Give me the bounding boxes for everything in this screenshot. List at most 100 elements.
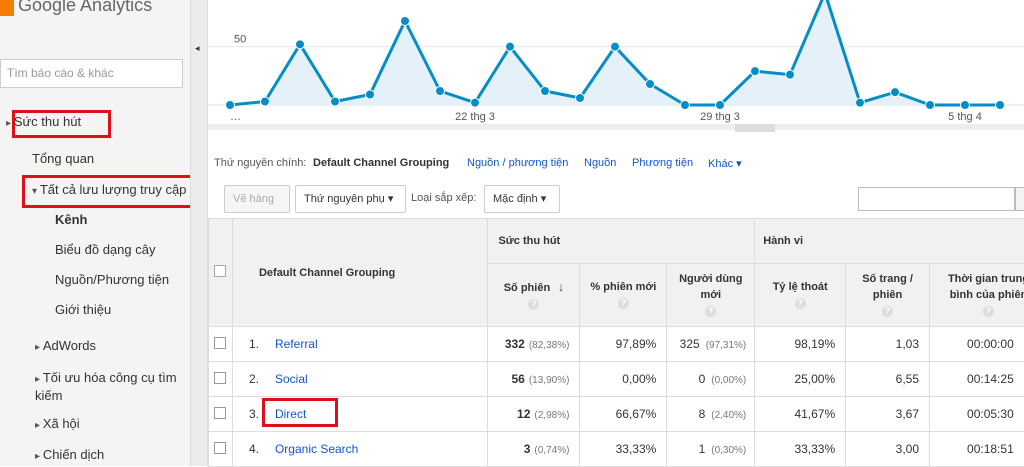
new-users-share: (2,40%) bbox=[711, 410, 746, 421]
data-table: Default Channel Grouping Sức thu hút Hàn… bbox=[208, 218, 1024, 467]
menu-item[interactable]: Giới thiệu bbox=[55, 302, 111, 317]
menu-item[interactable]: Xã hội bbox=[35, 416, 80, 431]
sessions-cell: 56(13,90%) bbox=[488, 362, 580, 397]
highlight-box bbox=[12, 110, 111, 138]
header-text[interactable]: Người dùng mới bbox=[679, 273, 742, 301]
group-header: Hành vi bbox=[755, 219, 1024, 264]
checkbox[interactable] bbox=[214, 337, 226, 349]
sessions-share: (2,98%) bbox=[534, 410, 569, 421]
tab-link[interactable]: Phương tiện bbox=[632, 157, 693, 169]
channel-link[interactable]: Social bbox=[275, 372, 308, 386]
column-header[interactable]: Tỷ lệ thoát? bbox=[755, 264, 846, 327]
help-icon[interactable]: ? bbox=[528, 299, 539, 310]
row-index: 1. bbox=[249, 337, 275, 351]
sessions-value: 3 bbox=[524, 442, 531, 456]
column-header[interactable]: Số trang / phiên? bbox=[846, 264, 930, 327]
sessions-cell: 3(0,74%) bbox=[488, 432, 580, 467]
active-tab[interactable]: Default Channel Grouping bbox=[313, 157, 449, 169]
new-sessions-cell: 0,00% bbox=[580, 362, 667, 397]
new-users-value: 1 bbox=[699, 442, 706, 456]
header-text[interactable]: Số trang / phiên bbox=[862, 273, 913, 301]
point bbox=[541, 87, 550, 96]
bounce-rate-cell: 41,67% bbox=[755, 397, 846, 432]
sessions-cell: 12(2,98%) bbox=[488, 397, 580, 432]
menu-item[interactable]: Biểu đồ dạng cây bbox=[55, 242, 155, 257]
header-text[interactable]: Thời gian trung bình của phiên bbox=[948, 273, 1024, 301]
point bbox=[716, 101, 725, 110]
help-icon[interactable]: ? bbox=[795, 298, 806, 309]
series-area bbox=[230, 0, 1000, 105]
checkbox[interactable] bbox=[214, 265, 226, 277]
new-users-value: 325 bbox=[680, 337, 700, 351]
tab-link[interactable]: Nguồn bbox=[584, 157, 616, 169]
checkbox[interactable] bbox=[214, 442, 226, 454]
checkbox-cell bbox=[209, 327, 233, 362]
menu-item[interactable]: Kênh bbox=[55, 212, 88, 227]
point bbox=[471, 98, 480, 107]
help-icon[interactable]: ? bbox=[705, 306, 716, 317]
sort-select[interactable]: Mặc định ▾ bbox=[484, 185, 560, 213]
select-all-cell bbox=[209, 219, 233, 327]
x-tick-label: 22 thg 3 bbox=[455, 111, 495, 123]
point bbox=[576, 94, 585, 103]
pages-cell: 3,00 bbox=[846, 432, 930, 467]
point bbox=[436, 87, 445, 96]
header-text[interactable]: Tỷ lệ thoát bbox=[773, 281, 828, 293]
help-icon[interactable]: ? bbox=[618, 298, 629, 309]
point bbox=[331, 97, 340, 106]
sidebar-toggle[interactable]: ◂ bbox=[190, 0, 208, 466]
tab-link[interactable]: Khác ▾ bbox=[708, 157, 742, 170]
column-header[interactable]: Thời gian trung bình của phiên? bbox=[930, 264, 1024, 327]
help-icon[interactable]: ? bbox=[882, 306, 893, 317]
menu-item[interactable]: AdWords bbox=[35, 338, 96, 353]
point bbox=[226, 101, 235, 110]
header-text[interactable]: % phiên mới bbox=[590, 281, 656, 293]
group-header: Sức thu hút bbox=[488, 219, 755, 264]
x-tick-label: … bbox=[230, 111, 241, 123]
dimension-header[interactable]: Default Channel Grouping bbox=[232, 219, 488, 327]
point bbox=[296, 40, 305, 49]
bounce-rate-cell: 25,00% bbox=[755, 362, 846, 397]
channel-link[interactable]: Organic Search bbox=[275, 442, 358, 456]
search-button[interactable] bbox=[1015, 187, 1024, 211]
sidebar: Google Analytics Tìm báo cáo & khác Sức … bbox=[0, 0, 190, 466]
sort-arrow: ↓ bbox=[558, 280, 564, 294]
tab-link-text[interactable]: Khác bbox=[708, 158, 733, 170]
sessions-share: (13,90%) bbox=[529, 375, 570, 386]
duration-cell: 00:00:00 bbox=[930, 327, 1024, 362]
column-header[interactable]: Người dùng mới? bbox=[667, 264, 755, 327]
chart-resize-handle[interactable] bbox=[735, 124, 775, 132]
new-users-share: (97,31%) bbox=[706, 340, 747, 351]
checkbox[interactable] bbox=[214, 407, 226, 419]
menu-item[interactable]: Nguồn/Phương tiện bbox=[55, 272, 169, 287]
highlight-box bbox=[22, 175, 201, 208]
logo-icon bbox=[0, 0, 14, 16]
header-text[interactable]: Số phiên bbox=[504, 282, 550, 294]
help-icon[interactable]: ? bbox=[983, 306, 994, 317]
menu-item[interactable]: Tổng quan bbox=[32, 151, 94, 166]
tab-link[interactable]: Nguồn / phương tiện bbox=[467, 157, 568, 169]
menu-item[interactable]: Chiến dịch bbox=[35, 447, 104, 462]
select-text: Thứ nguyên phụ bbox=[304, 193, 385, 205]
checkbox-cell bbox=[209, 397, 233, 432]
tabs-label: Thứ nguyên chính: bbox=[214, 157, 306, 169]
new-users-cell: 0(0,00%) bbox=[667, 362, 755, 397]
point bbox=[646, 80, 655, 89]
column-header[interactable]: % phiên mới? bbox=[580, 264, 667, 327]
sort-label: Loại sắp xếp: bbox=[411, 192, 476, 204]
new-users-share: (0,30%) bbox=[711, 445, 746, 456]
table-search[interactable] bbox=[858, 187, 1015, 211]
plot-rows-button[interactable]: Vẽ hàng bbox=[224, 185, 290, 213]
x-tick-label: 5 thg 4 bbox=[948, 111, 982, 123]
column-header[interactable]: Số phiên ↓? bbox=[488, 264, 580, 327]
search-box[interactable]: Tìm báo cáo & khác bbox=[0, 59, 183, 88]
menu-item[interactable]: Tối ưu hóa công cụ tìm kiếm bbox=[35, 370, 185, 404]
secondary-dimension-select[interactable]: Thứ nguyên phụ ▾ bbox=[295, 185, 406, 213]
sessions-cell: 332(82,38%) bbox=[488, 327, 580, 362]
checkbox[interactable] bbox=[214, 372, 226, 384]
channel-link[interactable]: Referral bbox=[275, 337, 318, 351]
new-users-value: 0 bbox=[699, 372, 706, 386]
